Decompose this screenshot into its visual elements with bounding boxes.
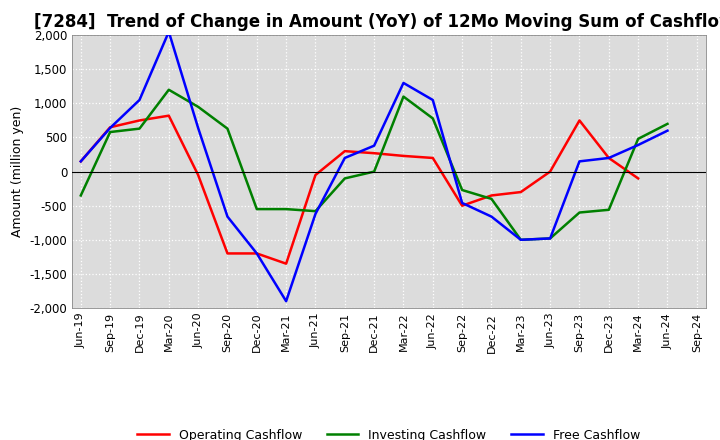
- Free Cashflow: [223, 214, 232, 219]
- Free Cashflow: [253, 251, 261, 256]
- Free Cashflow: [135, 97, 144, 103]
- Free Cashflow: [311, 211, 320, 216]
- Operating Cashflow: [282, 261, 290, 266]
- Free Cashflow: [634, 143, 642, 148]
- Line: Investing Cashflow: Investing Cashflow: [81, 90, 667, 240]
- Operating Cashflow: [487, 193, 496, 198]
- Free Cashflow: [428, 97, 437, 103]
- Operating Cashflow: [194, 172, 202, 178]
- Investing Cashflow: [106, 129, 114, 135]
- Free Cashflow: [106, 125, 114, 131]
- Free Cashflow: [546, 236, 554, 241]
- Operating Cashflow: [76, 159, 85, 164]
- Investing Cashflow: [311, 209, 320, 214]
- Operating Cashflow: [341, 149, 349, 154]
- Investing Cashflow: [458, 187, 467, 193]
- Investing Cashflow: [575, 210, 584, 215]
- Operating Cashflow: [106, 125, 114, 130]
- Investing Cashflow: [516, 237, 525, 242]
- Operating Cashflow: [370, 150, 379, 156]
- Title: [7284]  Trend of Change in Amount (YoY) of 12Mo Moving Sum of Cashflows: [7284] Trend of Change in Amount (YoY) o…: [34, 13, 720, 31]
- Investing Cashflow: [605, 207, 613, 213]
- Investing Cashflow: [76, 193, 85, 198]
- Line: Free Cashflow: Free Cashflow: [81, 32, 667, 301]
- Free Cashflow: [194, 125, 202, 131]
- Free Cashflow: [487, 214, 496, 219]
- Operating Cashflow: [311, 172, 320, 178]
- Operating Cashflow: [135, 118, 144, 123]
- Free Cashflow: [458, 200, 467, 205]
- Free Cashflow: [341, 155, 349, 161]
- Investing Cashflow: [282, 206, 290, 212]
- Operating Cashflow: [516, 189, 525, 194]
- Operating Cashflow: [575, 118, 584, 123]
- Operating Cashflow: [253, 251, 261, 256]
- Investing Cashflow: [194, 104, 202, 110]
- Investing Cashflow: [663, 121, 672, 127]
- Investing Cashflow: [428, 116, 437, 121]
- Line: Operating Cashflow: Operating Cashflow: [81, 116, 638, 264]
- Operating Cashflow: [399, 153, 408, 158]
- Free Cashflow: [575, 159, 584, 164]
- Investing Cashflow: [253, 206, 261, 212]
- Free Cashflow: [282, 299, 290, 304]
- Operating Cashflow: [223, 251, 232, 256]
- Free Cashflow: [605, 155, 613, 161]
- Investing Cashflow: [634, 136, 642, 142]
- Operating Cashflow: [458, 203, 467, 209]
- Operating Cashflow: [428, 155, 437, 161]
- Investing Cashflow: [487, 196, 496, 202]
- Legend: Operating Cashflow, Investing Cashflow, Free Cashflow: Operating Cashflow, Investing Cashflow, …: [138, 429, 640, 440]
- Investing Cashflow: [164, 87, 173, 92]
- Investing Cashflow: [223, 126, 232, 131]
- Investing Cashflow: [546, 236, 554, 241]
- Free Cashflow: [516, 237, 525, 242]
- Free Cashflow: [370, 143, 379, 148]
- Investing Cashflow: [341, 176, 349, 181]
- Operating Cashflow: [605, 155, 613, 161]
- Operating Cashflow: [164, 113, 173, 118]
- Investing Cashflow: [399, 94, 408, 99]
- Operating Cashflow: [546, 169, 554, 174]
- Free Cashflow: [399, 80, 408, 85]
- Y-axis label: Amount (million yen): Amount (million yen): [11, 106, 24, 237]
- Operating Cashflow: [634, 176, 642, 181]
- Free Cashflow: [663, 128, 672, 133]
- Investing Cashflow: [370, 169, 379, 174]
- Free Cashflow: [164, 29, 173, 34]
- Investing Cashflow: [135, 126, 144, 131]
- Free Cashflow: [76, 159, 85, 164]
